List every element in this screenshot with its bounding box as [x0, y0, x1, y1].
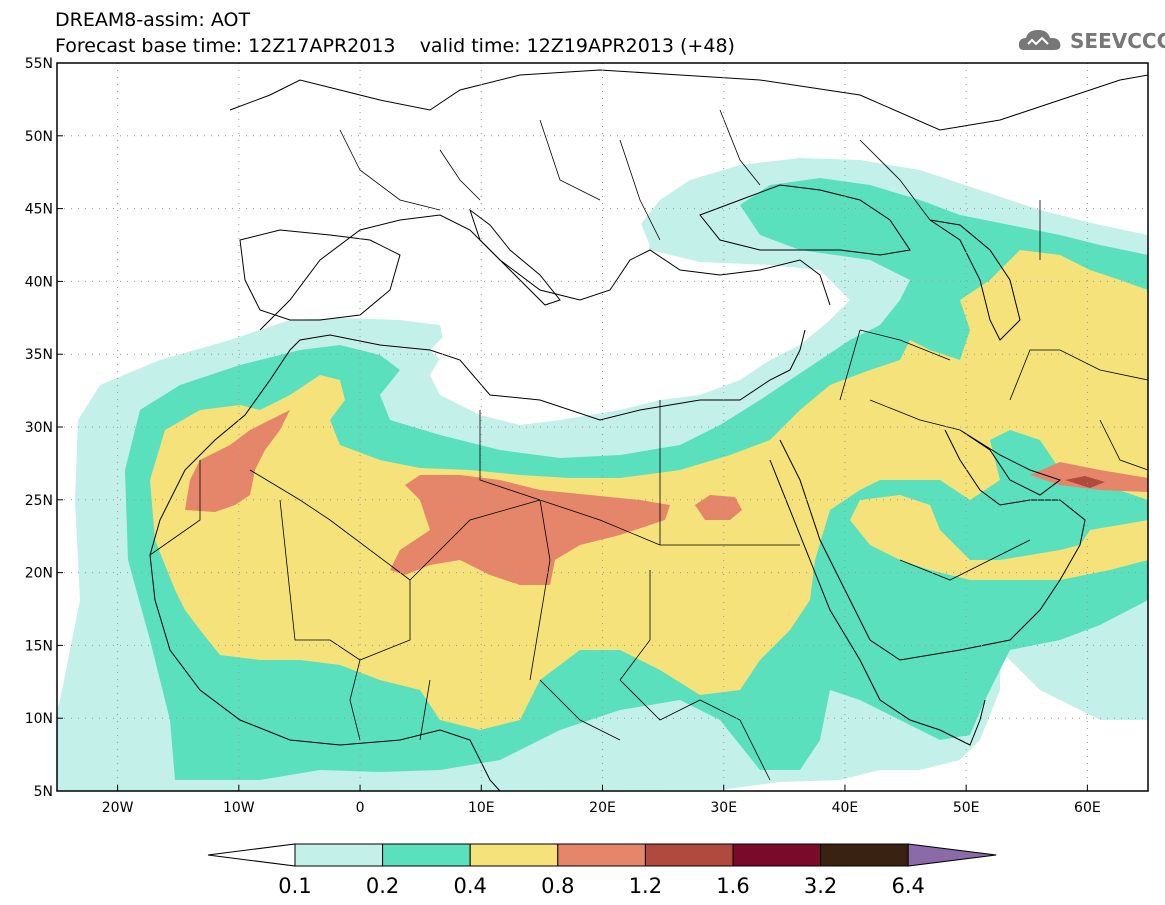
graticule	[57, 63, 1148, 791]
base-time-label: Forecast base time: 12Z17APR2013	[55, 35, 396, 57]
longitude-label: 10E	[468, 800, 495, 816]
colorbar-label: 1.2	[629, 874, 662, 898]
longitude-label: 60E	[1074, 800, 1101, 816]
iberia-outline	[239, 229, 401, 321]
latitude-label: 45N	[25, 202, 53, 218]
longitude-labels: 20W 10W 0 10E 20E 30E 40E 50E 60E	[102, 785, 1101, 816]
aot-band-1.2-iran	[1065, 476, 1105, 488]
longitude-label: 50E	[953, 800, 980, 816]
black-sea-coast	[699, 184, 911, 256]
longitude-label: 20E	[589, 800, 616, 816]
red-sea-west-coast	[769, 459, 986, 746]
aot-band-0.4	[150, 250, 1148, 730]
latitude-label: 5N	[34, 784, 53, 800]
latitude-label: 15N	[25, 638, 53, 654]
colorbar-swatch	[382, 843, 471, 867]
longitude-label: 40E	[832, 800, 859, 816]
colorbar-under-triangle	[207, 843, 296, 867]
aot-contour-layers	[57, 63, 1148, 791]
longitude-label: 10W	[223, 800, 255, 816]
colorbar-swatch	[732, 843, 822, 867]
latitude-label: 40N	[25, 274, 53, 290]
aot-band-0.8-central	[390, 475, 670, 585]
longitude-label: 30E	[710, 800, 737, 816]
colorbar-label: 1.6	[716, 874, 749, 898]
europe-south-coast	[259, 214, 831, 331]
latitude-label: 30N	[25, 420, 53, 436]
latitude-label: 25N	[25, 493, 53, 509]
latitude-label: 20N	[25, 566, 53, 582]
coastlines	[149, 69, 1148, 791]
colorbar-label: 0.8	[541, 874, 574, 898]
italy-outline	[469, 208, 561, 306]
longitude-label: 20W	[102, 800, 134, 816]
latitude-label: 10N	[25, 711, 53, 727]
latitude-labels: 55N 50N 45N 40N 35N 30N 25N 20N 15N 10N 5N	[25, 56, 63, 800]
aot-band-0.8-iran	[1030, 462, 1148, 492]
color-legend: 0.1 0.2 0.4 0.8 1.2 1.6 3.2 6.4	[207, 843, 997, 898]
colorbar-swatch	[557, 843, 646, 867]
colorbar-label: 0.1	[278, 874, 311, 898]
colorbar-label: 6.4	[891, 874, 924, 898]
latitude-label: 50N	[25, 129, 53, 145]
colorbar-swatch	[644, 843, 734, 867]
cloud-icon	[1018, 30, 1061, 50]
colorbar-over-triangle	[907, 843, 997, 867]
caspian-coast	[929, 219, 1021, 341]
colorbar-swatch	[294, 843, 384, 867]
europe-north-coast	[229, 69, 1148, 131]
latitude-label: 35N	[25, 347, 53, 363]
arabia-coast	[779, 429, 1086, 661]
west-africa-south-coast	[149, 554, 501, 791]
colorbar-label: 0.2	[366, 874, 399, 898]
aot-band-0.8-west	[185, 410, 290, 512]
gulf-outline	[959, 429, 1062, 496]
north-europe-clear-area	[57, 63, 1148, 410]
seevccc-logo: SEEVCCC	[1018, 26, 1165, 56]
colorbar-label: 3.2	[804, 874, 837, 898]
map-title: DREAM8-assim: AOT	[55, 9, 251, 31]
colorbar-swatch	[820, 843, 909, 867]
colorbar-swatch	[469, 843, 559, 867]
forecast-time-line: Forecast base time: 12Z17APR2013 valid t…	[55, 36, 735, 56]
logo-text: SEEVCCC	[1070, 29, 1165, 53]
aot-band-0.8-libya	[695, 495, 742, 520]
mediterranean-clear-area	[430, 270, 820, 380]
west-africa-coast	[149, 329, 806, 556]
valid-time-label: valid time: 12Z19APR2013 (+48)	[419, 35, 735, 57]
longitude-label: 0	[356, 800, 365, 816]
colorbar-label: 0.4	[453, 874, 486, 898]
latitude-label: 55N	[25, 56, 53, 72]
